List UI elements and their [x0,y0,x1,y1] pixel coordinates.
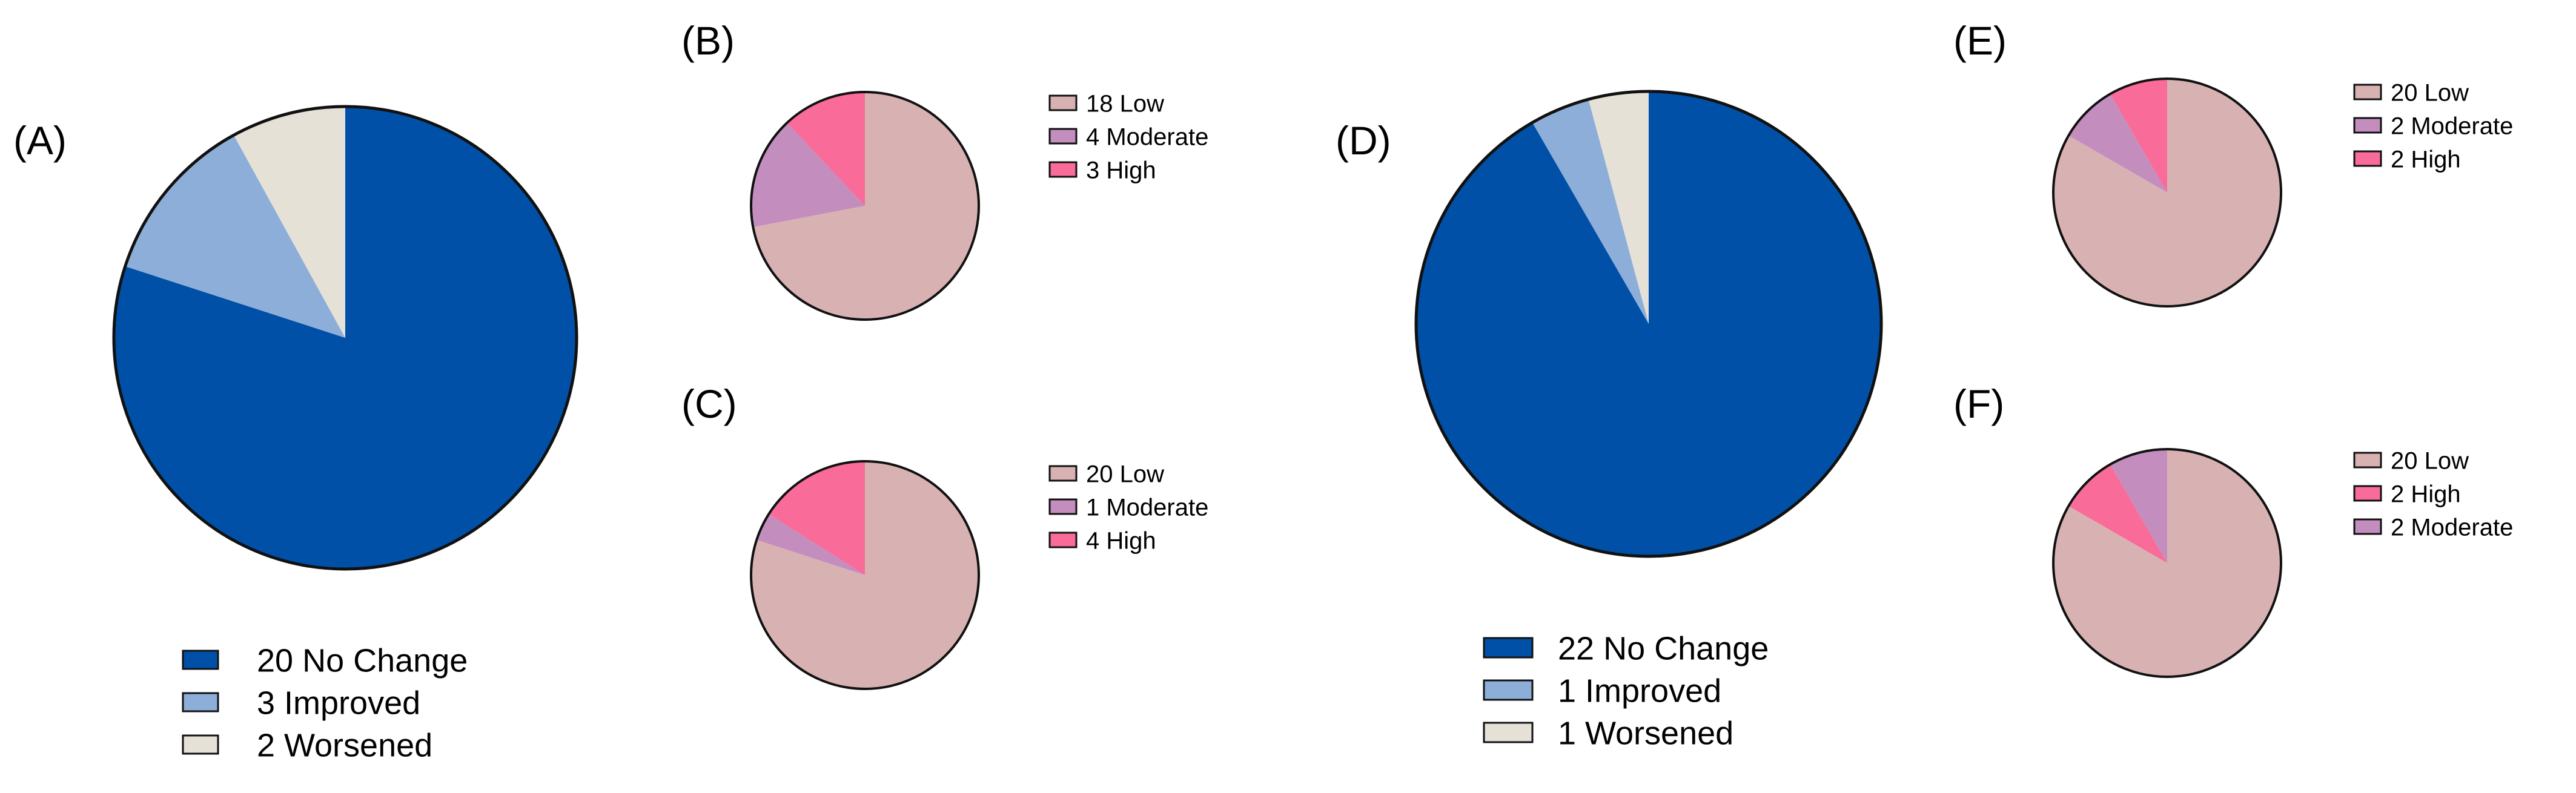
legend-label-f-2: 2 Moderate [2391,514,2513,541]
legend-label-e-1: 2 Moderate [2391,113,2513,139]
legend-swatch-a-1 [182,692,219,712]
legend-label-a-1: 3 Improved [257,685,420,721]
legend-label-e-2: 2 High [2391,146,2461,173]
legend-swatch-f-1 [2353,485,2382,502]
legend-swatch-e-0 [2353,84,2382,100]
panel-label-d: (D) [1336,118,1391,163]
legend-label-d-2: 1 Worsened [1558,715,1733,751]
legend-b: 18 Low 4 Moderate 3 High [1048,90,1208,183]
pie-slice-f-low [2053,449,2282,677]
legend-swatch-c-1 [1048,498,1078,515]
pie-slice-b-moderate [750,122,865,228]
legend-label-b-0: 18 Low [1086,90,1164,117]
pie-slice-f-high [2068,464,2167,563]
pie-slice-c-high [769,461,865,575]
legend-swatch-a-0 [182,650,219,670]
legend-label-e-0: 20 Low [2391,79,2469,106]
legend-label-d-1: 1 Improved [1558,673,1721,709]
pie-slice-c-moderate [757,514,865,575]
pie-outline-a [112,105,578,571]
pie-slice-e-moderate [2068,94,2167,192]
legend-label-b-2: 3 High [1086,157,1156,183]
legend-swatch-d-1 [1483,679,1534,701]
pie-slice-d-no-change [1416,91,1882,556]
panel-b: (B) 18 Low 4 Moderate 3 High [681,18,1208,321]
legend-swatch-d-0 [1483,637,1534,659]
legend-swatch-c-2 [1048,531,1078,548]
panel-e: (E) 20 Low 2 Moderate 2 High [1953,18,2513,308]
pie-slice-d-worsened [1588,91,1649,324]
pie-slice-f-moderate [2110,449,2167,563]
panel-label-e: (E) [1953,18,2007,63]
legend-swatch-b-2 [1048,161,1078,178]
legend-label-f-1: 2 High [2391,481,2461,507]
pie-slice-a-improved [125,135,345,338]
legend-label-a-2: 2 Worsened [257,727,432,763]
legend-d: 22 No Change 1 Improved 1 Worsened [1483,630,1769,751]
pie-slice-b-high [787,92,865,206]
pie-slice-a-worsened [233,107,345,338]
legend-swatch-f-2 [2353,518,2382,535]
legend-e: 20 Low 2 Moderate 2 High [2353,79,2513,173]
legend-c: 20 Low 1 Moderate 4 High [1048,461,1208,554]
legend-label-c-2: 4 High [1086,527,1156,554]
legend-label-c-0: 20 Low [1086,461,1164,487]
panel-label-b: (B) [681,18,735,63]
legend-f: 20 Low 2 High 2 Moderate [2353,447,2513,541]
pie-slice-e-high [2110,79,2167,192]
legend-label-b-1: 4 Moderate [1086,123,1208,150]
pie-slice-a-no-change [114,107,577,569]
legend-swatch-b-0 [1048,94,1078,111]
legend-swatch-f-0 [2353,452,2382,469]
pie-outline-e [2052,77,2282,308]
pie-outline-f [2052,448,2282,678]
pie-outline-c [750,460,980,690]
legend-label-f-0: 20 Low [2391,447,2469,474]
legend-label-c-1: 1 Moderate [1086,494,1208,521]
legend-label-a-0: 20 No Change [257,642,468,679]
legend-swatch-e-2 [2353,150,2382,167]
panel-d: (D) 22 No Change 1 Improved 1 Worsened [1336,90,1883,751]
legend-swatch-e-1 [2353,117,2382,134]
pie-slice-c-low [750,461,979,689]
pie-outline-b [750,91,980,321]
panel-label-a: (A) [13,118,67,163]
panel-label-f: (F) [1953,381,2004,426]
pie-outline-d [1414,90,1883,558]
legend-swatch-a-2 [182,734,219,755]
panel-label-c: (C) [681,381,737,426]
panel-f: (F) 20 Low 2 High 2 Moderate [1953,381,2513,678]
pie-slice-b-low [753,92,979,320]
pie-slice-e-low [2053,79,2282,306]
panel-a: (A) 20 No Change 3 Improved 2 Worsened [13,105,578,763]
legend-a: 20 No Change 3 Improved 2 Worsened [182,642,468,763]
legend-swatch-b-1 [1048,128,1078,145]
legend-label-d-0: 22 No Change [1558,630,1769,666]
legend-swatch-d-2 [1483,722,1534,743]
panel-c: (C) 20 Low 1 Moderate 4 High [681,381,1208,690]
pie-slice-d-improved [1532,99,1649,324]
legend-swatch-c-0 [1048,465,1078,482]
